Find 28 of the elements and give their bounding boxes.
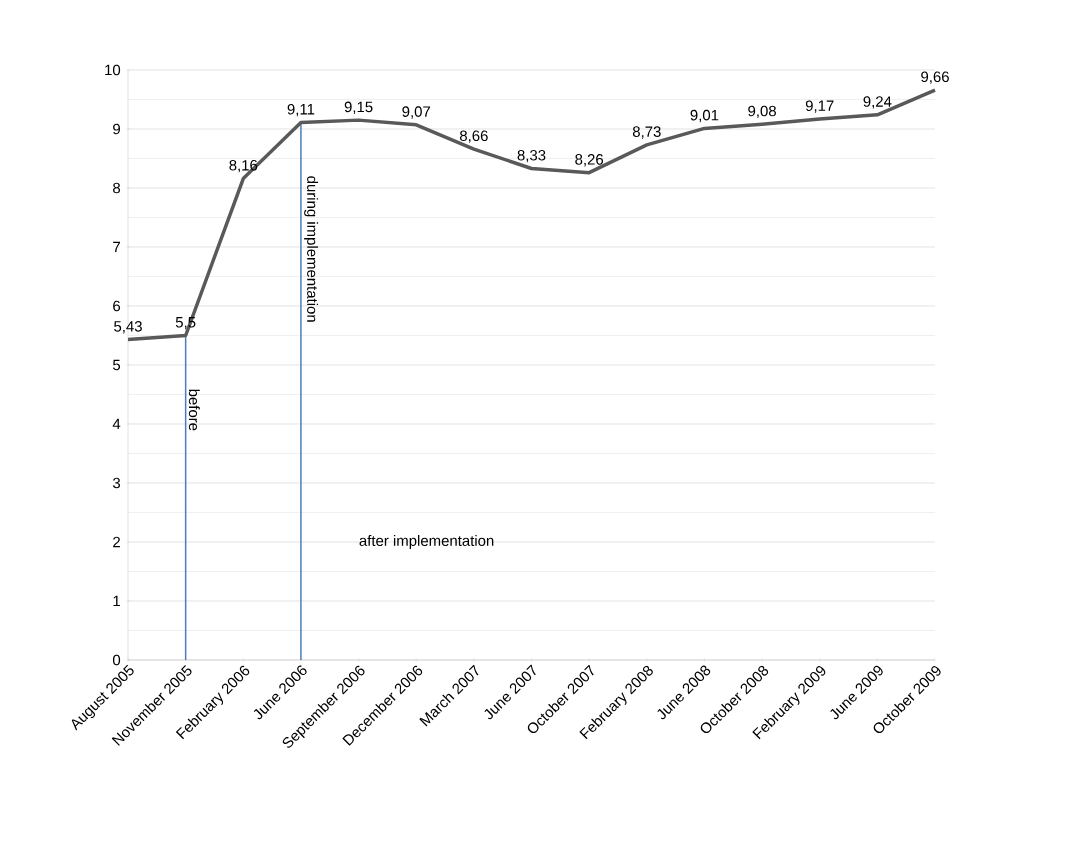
data-label: 9,17: [805, 100, 834, 113]
ref-line-label: before: [188, 389, 200, 431]
y-tick-label: 8: [113, 182, 121, 194]
data-label: 9,24: [863, 96, 892, 109]
data-label: 8,16: [229, 160, 258, 173]
y-tick-label: 0: [112, 654, 121, 666]
y-tick-label: 4: [112, 418, 121, 430]
data-label: 8,66: [459, 130, 488, 143]
data-label: 8,26: [575, 154, 604, 167]
y-tick-label: 9: [113, 123, 120, 135]
y-tick-label: 5: [112, 359, 121, 371]
data-label: 8,73: [632, 126, 661, 139]
y-tick-label: 6: [113, 300, 121, 312]
y-tick-label: 2: [113, 536, 120, 548]
annotation: after implementation: [359, 535, 494, 549]
y-tick-label: 10: [105, 64, 121, 76]
data-label: 9,08: [748, 105, 776, 119]
data-label: 9,07: [402, 106, 431, 119]
data-label: 9,01: [690, 109, 719, 123]
data-label: 9,15: [344, 101, 373, 114]
data-label: 9,11: [287, 103, 315, 117]
y-tick-label: 7: [113, 241, 120, 253]
y-tick-label: 1: [113, 595, 120, 607]
y-tick-label: 3: [112, 477, 121, 489]
data-label: 9,66: [921, 71, 949, 84]
data-label: 8,33: [517, 149, 546, 163]
ref-line-label: during implementation: [304, 176, 319, 322]
data-label: 5,43: [114, 321, 142, 334]
